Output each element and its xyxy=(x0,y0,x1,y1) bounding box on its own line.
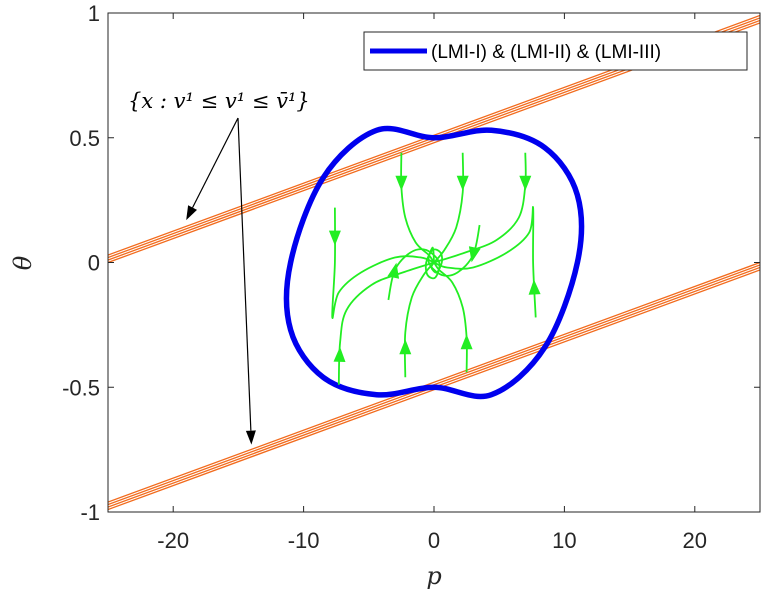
trajectory xyxy=(331,207,435,319)
trajectory xyxy=(433,206,537,318)
y-axis-label: θ xyxy=(9,255,37,270)
annotation-arrowhead xyxy=(186,205,197,221)
trajectory xyxy=(433,152,465,264)
x-tick-label: -10 xyxy=(288,528,320,553)
trajectory-arrowhead xyxy=(460,334,473,350)
y-tick-label: 0.5 xyxy=(69,126,100,151)
trajectory-arrowhead xyxy=(328,230,341,246)
invariant-ellipse-layer xyxy=(283,125,585,400)
annotation-arrowhead xyxy=(245,430,256,445)
y-tick-label: 1 xyxy=(88,1,100,26)
trajectory-arrowhead xyxy=(468,246,481,263)
legend-entry-label: (LMI-I) & (LMI-II) & (LMI-III) xyxy=(431,42,661,63)
axis-ticks: -20 -10 0 10 20 -1 -0.5 0 0.5 1 xyxy=(62,1,760,553)
x-tick-label: 0 xyxy=(428,528,440,553)
annotation: {x : v¹ ≤ v¹ ≤ v̄¹} xyxy=(128,89,310,445)
trajectory xyxy=(403,261,435,378)
trajectory-arrowhead xyxy=(333,346,346,362)
y-tick-label: -1 xyxy=(80,500,100,525)
annotation-label: {x : v¹ ≤ v¹ ≤ v̄¹} xyxy=(128,89,310,113)
x-tick-label: 10 xyxy=(552,528,576,553)
x-axis-label: p xyxy=(426,562,441,590)
y-tick-label: 0 xyxy=(88,251,100,276)
legend: (LMI-I) & (LMI-II) & (LMI-III) xyxy=(363,31,748,71)
trajectory-arrowhead xyxy=(387,262,400,279)
y-tick-label: -0.5 xyxy=(62,375,100,400)
annotation-arrows xyxy=(186,117,256,445)
annotation-arrow xyxy=(237,117,252,431)
trajectory xyxy=(433,261,468,373)
trajectory-arrowhead xyxy=(395,175,408,191)
trajectory-arrowhead xyxy=(456,175,469,191)
x-tick-label: -20 xyxy=(157,528,189,553)
annotation-arrow xyxy=(192,117,239,208)
invariant-ellipse xyxy=(283,125,585,400)
trajectory xyxy=(400,152,435,264)
trajectory-arrowhead xyxy=(399,339,412,355)
trajectory-arrowhead xyxy=(528,279,541,295)
legend-box xyxy=(363,31,748,71)
lower-constraint-line xyxy=(108,261,760,503)
trajectory xyxy=(337,261,435,385)
lower-constraint-line xyxy=(108,264,760,506)
x-tick-label: 20 xyxy=(683,528,707,553)
trajectories xyxy=(328,152,541,385)
trajectory-arrowhead xyxy=(519,175,532,191)
constraint-bands xyxy=(108,14,760,511)
